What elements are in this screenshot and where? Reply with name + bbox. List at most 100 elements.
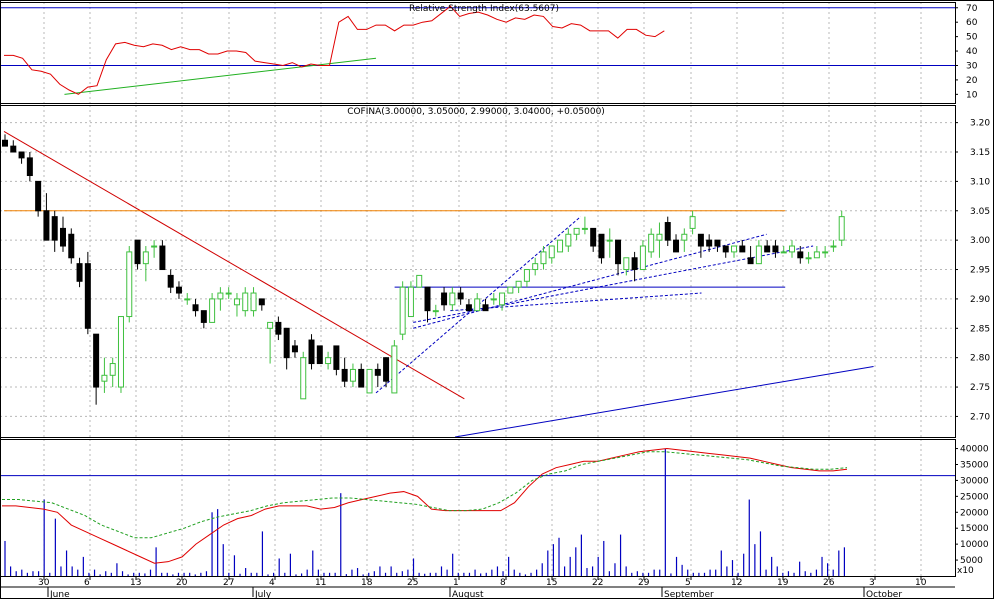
rsi-panel: 10 20 30 40 50 60 70 Relative Strength Index(6… xyxy=(0,2,978,103)
candle-body xyxy=(731,245,738,253)
candle-body xyxy=(664,222,671,241)
price-line-channel-3 xyxy=(413,233,767,329)
candle-body xyxy=(142,251,149,265)
candle-body xyxy=(747,257,754,265)
x-day-label: 25 xyxy=(407,578,418,588)
rsi-grid xyxy=(43,2,922,103)
candle-body xyxy=(441,292,448,306)
x-month-label: June xyxy=(49,590,70,599)
candle-body xyxy=(615,239,622,265)
price-panel: 2.70 2.75 2.80 2.85 2.90 2.95 3.00 3.05 3.10 3.15… xyxy=(0,105,990,438)
candle-body xyxy=(275,321,282,335)
candle-body xyxy=(482,304,489,312)
x-day-label: 4 xyxy=(269,578,275,588)
candle-body xyxy=(722,245,729,253)
candle-body xyxy=(209,298,216,323)
candle-body xyxy=(316,345,323,365)
candle-body xyxy=(43,210,50,241)
candle-body xyxy=(838,216,845,241)
candle-body xyxy=(184,298,191,301)
volume-panel: 500010000150002000025000300003500040000 … xyxy=(0,439,989,576)
x-day-label: 8 xyxy=(500,578,506,588)
candle-body xyxy=(18,151,25,159)
x-month-label: August xyxy=(452,590,484,599)
price-tick-label: 2.90 xyxy=(970,295,990,305)
volume-unit-label: x10 xyxy=(957,566,974,576)
candle-body xyxy=(366,368,373,394)
rsi-tick-label: 30 xyxy=(966,61,978,71)
candle-body xyxy=(490,298,497,301)
candle-body xyxy=(540,251,547,265)
candle-body xyxy=(117,316,124,388)
price-tick-label: 3.05 xyxy=(970,207,990,217)
volume-tick-label: 35000 xyxy=(960,460,989,470)
candle-body xyxy=(267,321,274,329)
price-tick-label: 3.10 xyxy=(970,177,990,187)
x-day-label: 30 xyxy=(38,578,50,588)
volume-moving-averages xyxy=(2,448,848,564)
candle-body xyxy=(391,345,398,394)
x-day-label: 22 xyxy=(592,578,603,588)
candle-body xyxy=(789,245,796,253)
volume-tick-label: 15000 xyxy=(960,524,989,534)
x-month-label: September xyxy=(664,590,714,599)
volume-tick-label: 30000 xyxy=(960,476,989,486)
candle-body xyxy=(374,368,381,376)
x-day-label: 27 xyxy=(223,578,234,588)
candle-body xyxy=(134,239,141,265)
price-trend-lines xyxy=(3,131,874,438)
rsi-tick-label: 50 xyxy=(966,33,978,43)
candle-body xyxy=(457,292,464,300)
candle-body xyxy=(706,239,713,247)
candle-body xyxy=(780,251,787,254)
x-day-label: 18 xyxy=(361,578,373,588)
volume-grid xyxy=(0,439,955,576)
price-candles xyxy=(2,134,845,405)
candle-body xyxy=(250,292,257,312)
candle-body xyxy=(639,245,646,271)
x-day-label: 13 xyxy=(130,578,141,588)
candle-body xyxy=(656,233,663,241)
x-month-label: October xyxy=(866,590,902,599)
candle-body xyxy=(573,227,580,235)
candle-body xyxy=(689,216,696,229)
candle-body xyxy=(68,233,75,259)
candle-body xyxy=(2,139,8,147)
candle-body xyxy=(291,345,298,353)
candle-body xyxy=(465,304,472,312)
candle-body xyxy=(225,292,232,295)
candle-body xyxy=(557,239,564,253)
candle-body xyxy=(499,292,506,306)
candle-body xyxy=(35,180,42,212)
candle-body xyxy=(648,233,655,253)
candle-body xyxy=(333,345,340,370)
candle-body xyxy=(449,292,456,306)
x-month-label: July xyxy=(254,590,272,599)
candle-body xyxy=(217,292,224,300)
candle-body xyxy=(59,227,66,247)
candle-body xyxy=(764,245,771,253)
x-day-label: 29 xyxy=(638,578,650,588)
candle-body xyxy=(51,216,58,241)
price-tick-label: 3.15 xyxy=(970,148,990,158)
candle-body xyxy=(126,251,133,318)
candle-body xyxy=(341,368,348,382)
candle-body xyxy=(258,298,265,306)
x-day-label: 3 xyxy=(869,578,875,588)
x-day-label: 20 xyxy=(176,578,188,588)
x-day-label: 12 xyxy=(731,578,742,588)
rsi-tick-label: 40 xyxy=(966,47,978,57)
candle-body xyxy=(623,257,630,271)
rsi-line xyxy=(4,5,665,95)
candle-body xyxy=(109,363,116,376)
price-tick-label: 2.70 xyxy=(970,412,990,422)
candle-body xyxy=(673,239,680,253)
price-grid xyxy=(0,105,955,437)
candle-body xyxy=(523,269,530,282)
candle-body xyxy=(349,368,356,382)
candle-body xyxy=(151,245,158,248)
price-line-downtrend xyxy=(3,131,465,400)
candle-body xyxy=(407,286,414,318)
candle-body xyxy=(565,233,572,247)
